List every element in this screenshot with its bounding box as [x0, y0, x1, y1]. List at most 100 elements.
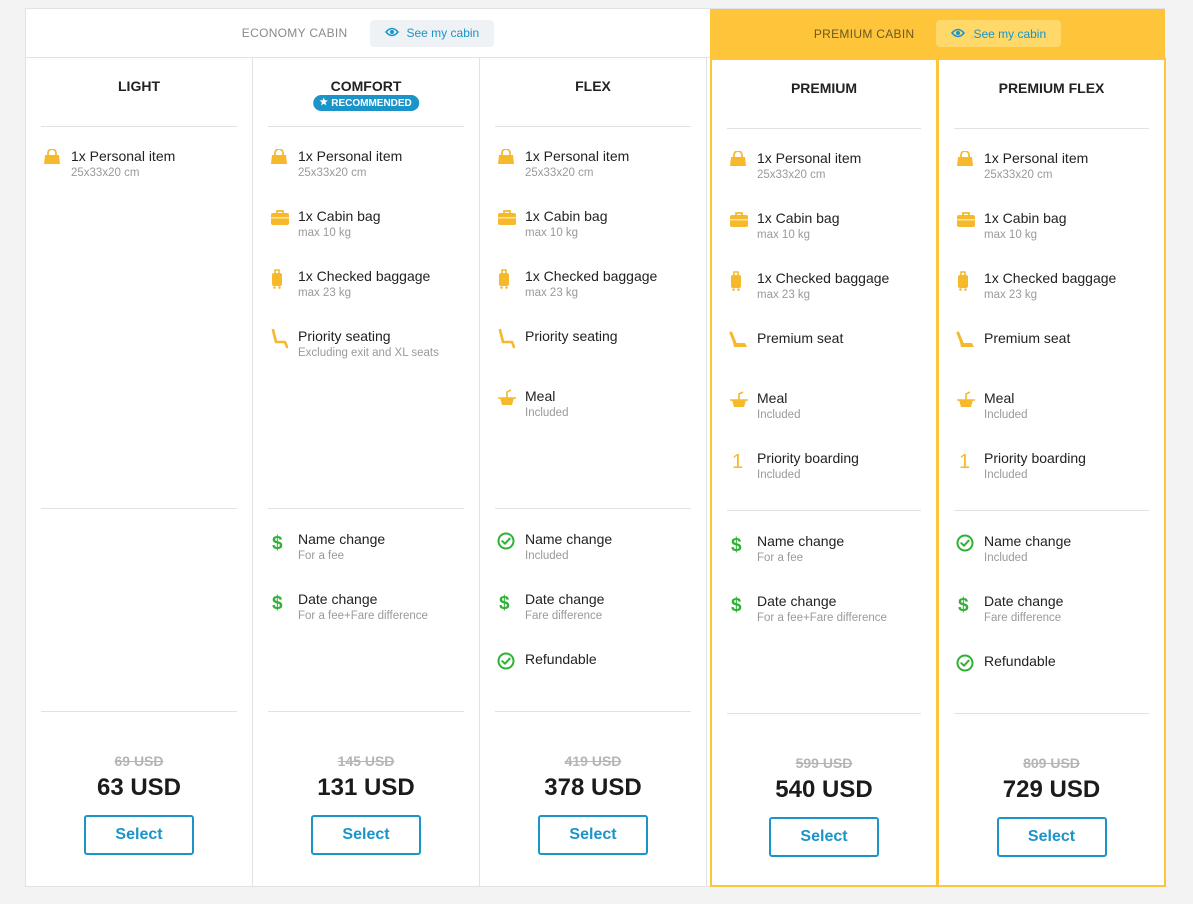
- feature-title: Priority boarding: [757, 450, 859, 466]
- feature-title: Premium seat: [757, 330, 844, 346]
- check-circle-icon: [497, 651, 525, 701]
- feature-subtitle: 25x33x20 cm: [757, 169, 826, 181]
- svg-text:$: $: [731, 595, 742, 614]
- fare-column-premium: PREMIUM 1x Personal item 25x33x20 cm 1x …: [710, 58, 938, 887]
- select-fare-button[interactable]: Select: [538, 815, 648, 855]
- divider: [41, 126, 237, 127]
- select-fare-button[interactable]: Select: [996, 817, 1107, 857]
- flexibility-item: $ Date change For a fee+Fare difference: [270, 591, 471, 641]
- feature-item: 1x Cabin bag max 10 kg: [729, 210, 928, 260]
- feature-title: 1x Checked baggage: [298, 268, 431, 284]
- see-economy-cabin-button[interactable]: See my cabin: [369, 19, 495, 47]
- divider: [41, 508, 237, 509]
- flexibility-item: Name change Included: [956, 533, 1156, 583]
- eye-icon: [951, 27, 966, 41]
- checked-bag-icon: [956, 270, 984, 320]
- feature-title: Priority seating: [525, 328, 618, 344]
- fare-name: PREMIUM: [790, 80, 858, 96]
- feature-subtitle: Excluding exit and XL seats: [298, 347, 439, 359]
- feature-title: 1x Cabin bag: [298, 208, 381, 224]
- divider: [41, 711, 237, 712]
- economy-cabin-label: ECONOMY CABIN: [241, 26, 348, 40]
- divider: [727, 510, 921, 511]
- flexibility-subtitle: For a fee: [298, 550, 345, 562]
- flexibility-subtitle: For a fee+Fare difference: [757, 612, 887, 624]
- original-price: 69 USD: [114, 753, 164, 769]
- priority-boarding-icon: 1: [729, 450, 757, 500]
- see-premium-cabin-button[interactable]: See my cabin: [936, 20, 1062, 47]
- svg-text:$: $: [731, 535, 742, 554]
- premium-cabin-label: PREMIUM CABIN: [813, 26, 915, 41]
- cabin-bag-icon: [270, 208, 298, 258]
- select-fare-button[interactable]: Select: [84, 815, 194, 855]
- flexibility-item: $ Date change For a fee+Fare difference: [729, 593, 928, 643]
- svg-text:$: $: [958, 595, 969, 614]
- seat-icon: [497, 328, 525, 378]
- flexibility-item: $ Date change Fare difference: [956, 593, 1156, 643]
- feature-title: 1x Checked baggage: [525, 268, 658, 284]
- check-circle-icon: [956, 533, 984, 583]
- feature-item: 1x Personal item 25x33x20 cm: [43, 148, 244, 198]
- feature-item: Premium seat: [956, 330, 1156, 380]
- checked-bag-icon: [729, 270, 757, 320]
- feature-title: 1x Cabin bag: [525, 208, 608, 224]
- divider: [268, 711, 464, 712]
- divider: [268, 508, 464, 509]
- feature-item: 1x Personal item 25x33x20 cm: [956, 150, 1156, 200]
- flexibility-item: Refundable: [497, 651, 698, 701]
- feature-subtitle: Included: [757, 469, 801, 481]
- feature-title: Meal: [757, 390, 788, 406]
- cabin-bag-icon: [956, 210, 984, 260]
- feature-item: 1 Priority boarding Included: [729, 450, 928, 500]
- handbag-icon: [497, 148, 525, 198]
- fare-column-premium-flex: PREMIUM FLEX 1x Personal item 25x33x20 c…: [937, 58, 1166, 887]
- flexibility-subtitle: Fare difference: [984, 612, 1062, 624]
- feature-subtitle: max 23 kg: [984, 289, 1038, 301]
- divider: [495, 711, 691, 712]
- svg-text:$: $: [272, 593, 283, 612]
- flexibility-title: Name change: [525, 531, 613, 547]
- feature-title: 1x Personal item: [298, 148, 403, 164]
- select-fare-button[interactable]: Select: [769, 817, 879, 857]
- feature-item: 1x Cabin bag max 10 kg: [270, 208, 471, 258]
- current-price: 63 USD: [96, 774, 182, 801]
- flexibility-title: Refundable: [525, 651, 597, 667]
- feature-subtitle: 25x33x20 cm: [298, 167, 367, 179]
- feature-item: Meal Included: [956, 390, 1156, 440]
- flexibility-subtitle: For a fee: [757, 552, 804, 564]
- feature-title: 1x Personal item: [525, 148, 630, 164]
- divider: [727, 128, 921, 129]
- feature-item: 1x Checked baggage max 23 kg: [956, 270, 1156, 320]
- original-price: 599 USD: [795, 755, 853, 771]
- flexibility-subtitle: Fare difference: [525, 610, 603, 622]
- fare-name: COMFORT: [330, 78, 402, 94]
- original-price: 809 USD: [1023, 755, 1080, 771]
- feature-title: 1x Personal item: [984, 150, 1089, 166]
- cabin-bag-icon: [729, 210, 757, 260]
- feature-subtitle: Included: [525, 407, 569, 419]
- select-fare-button[interactable]: Select: [311, 815, 421, 855]
- meal-icon: [956, 390, 984, 440]
- feature-subtitle: max 10 kg: [525, 227, 579, 239]
- divider: [268, 126, 464, 127]
- flexibility-subtitle: For a fee+Fare difference: [298, 610, 428, 622]
- flexibility-title: Date change: [757, 593, 837, 609]
- see-economy-cabin-label: See my cabin: [406, 26, 480, 40]
- svg-text:1: 1: [732, 451, 743, 471]
- feature-item: Meal Included: [729, 390, 928, 440]
- fare-name: LIGHT: [118, 78, 160, 94]
- divider: [954, 713, 1149, 714]
- svg-text:$: $: [499, 593, 510, 612]
- dollar-icon: $: [729, 533, 757, 583]
- fare-name: FLEX: [575, 78, 611, 94]
- handbag-icon: [956, 150, 984, 200]
- badge-label: RECOMMENDED: [331, 97, 412, 109]
- flexibility-title: Date change: [984, 593, 1064, 609]
- flexibility-item: $ Name change For a fee: [729, 533, 928, 583]
- cabin-bag-icon: [497, 208, 525, 258]
- feature-subtitle: max 10 kg: [984, 229, 1038, 241]
- feature-subtitle: max 23 kg: [757, 289, 811, 301]
- divider: [954, 510, 1149, 511]
- flexibility-title: Name change: [298, 531, 386, 547]
- dollar-icon: $: [270, 591, 298, 641]
